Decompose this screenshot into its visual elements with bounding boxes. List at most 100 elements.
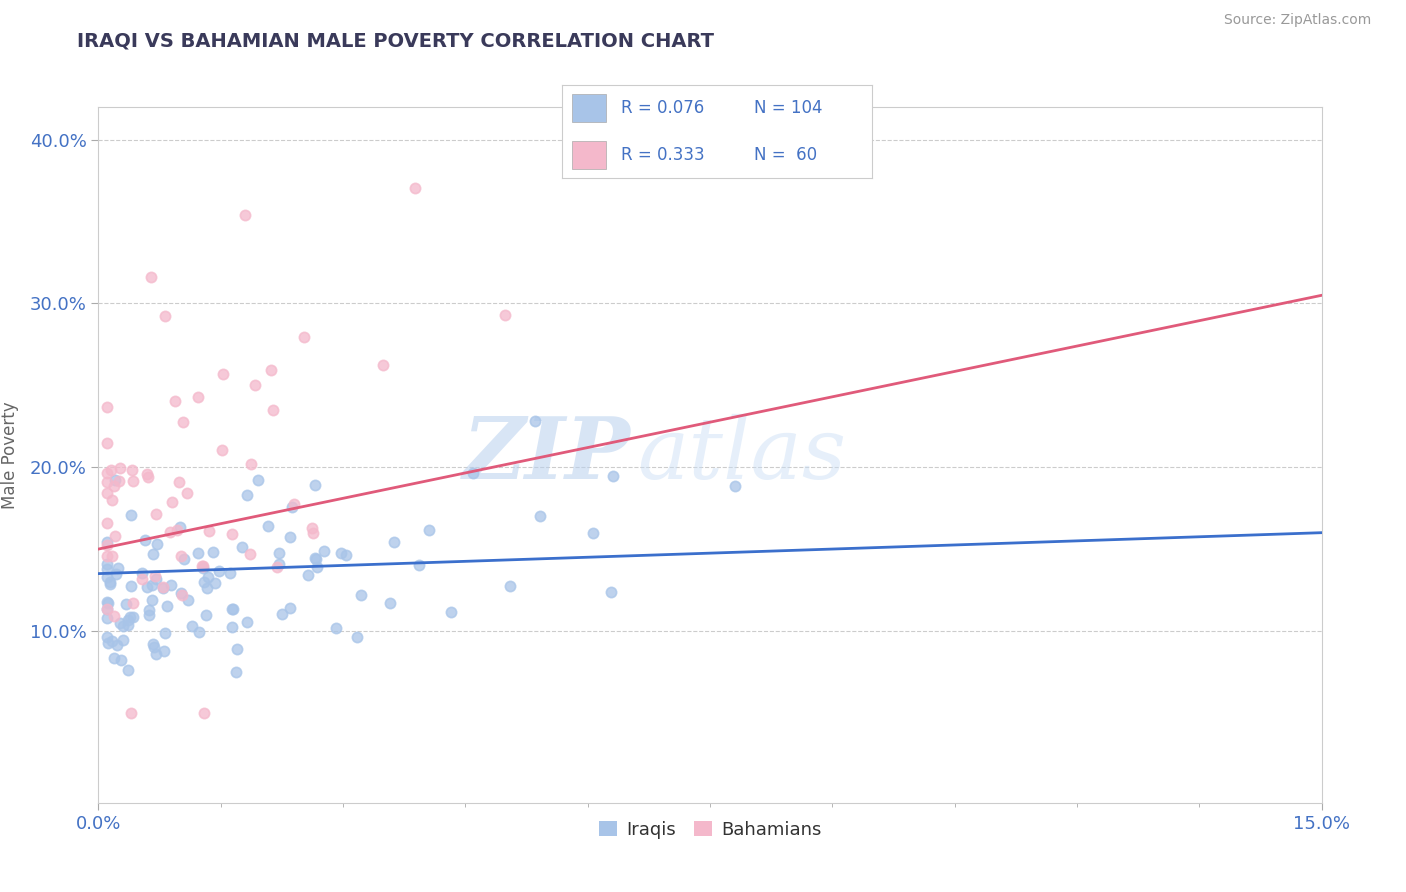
- Point: [350, 588, 373, 602]
- Point: [141, 578, 163, 592]
- Point: [108, 474, 131, 488]
- Point: [96, 485, 118, 500]
- Point: [131, 566, 153, 581]
- Point: [96, 611, 118, 625]
- Point: [461, 466, 484, 480]
- Point: [96, 549, 118, 563]
- Point: [195, 582, 218, 596]
- Point: [191, 559, 214, 574]
- Point: [121, 475, 143, 489]
- Point: [173, 551, 195, 566]
- Point: [191, 559, 214, 574]
- Bar: [572, 141, 606, 169]
- Point: [292, 330, 315, 344]
- Point: [243, 378, 266, 392]
- Point: [304, 551, 326, 566]
- Point: [135, 467, 157, 481]
- Point: [195, 608, 218, 623]
- Point: [108, 461, 131, 475]
- Point: [408, 558, 430, 572]
- Point: [152, 581, 174, 595]
- Point: [165, 393, 187, 408]
- Point: [152, 580, 174, 594]
- Point: [143, 569, 166, 583]
- Point: [167, 475, 190, 490]
- Text: ZIP: ZIP: [463, 413, 630, 497]
- Point: [172, 415, 194, 429]
- Point: [181, 619, 204, 633]
- Point: [105, 567, 128, 582]
- Point: [122, 609, 145, 624]
- Point: [96, 516, 118, 530]
- Point: [96, 557, 118, 571]
- Point: [96, 466, 118, 480]
- Point: [221, 620, 243, 634]
- Point: [169, 520, 191, 534]
- Point: [221, 601, 243, 615]
- Text: R = 0.333: R = 0.333: [621, 146, 704, 164]
- Point: [142, 547, 165, 561]
- Point: [283, 497, 305, 511]
- Point: [96, 436, 118, 450]
- Point: [187, 391, 209, 405]
- Point: [117, 614, 139, 628]
- Point: [103, 651, 125, 665]
- Point: [278, 600, 301, 615]
- Point: [117, 663, 139, 677]
- Point: [136, 469, 159, 483]
- Point: [105, 638, 128, 652]
- Point: [96, 602, 118, 616]
- Point: [97, 596, 120, 610]
- Point: [98, 577, 121, 591]
- Point: [131, 572, 153, 586]
- Point: [176, 485, 198, 500]
- Point: [267, 557, 290, 571]
- Point: [221, 526, 243, 541]
- Point: [307, 560, 329, 574]
- Point: [107, 561, 129, 575]
- Point: [103, 609, 125, 624]
- Point: [226, 641, 249, 656]
- Point: [162, 495, 184, 509]
- Point: [297, 568, 319, 582]
- Point: [103, 479, 125, 493]
- Point: [146, 537, 169, 551]
- Point: [225, 665, 247, 680]
- Point: [280, 500, 302, 514]
- Point: [96, 475, 118, 489]
- Point: [236, 615, 259, 629]
- Point: [404, 181, 426, 195]
- Point: [96, 630, 118, 644]
- Point: [193, 574, 215, 589]
- Point: [122, 596, 145, 610]
- Text: N = 104: N = 104: [754, 99, 823, 117]
- Point: [582, 525, 605, 540]
- Point: [239, 547, 262, 561]
- Text: R = 0.076: R = 0.076: [621, 99, 704, 117]
- Point: [117, 618, 139, 632]
- Point: [159, 525, 181, 540]
- Point: [256, 519, 278, 533]
- Point: [219, 566, 242, 581]
- Point: [96, 602, 118, 616]
- Point: [104, 529, 127, 543]
- Point: [529, 509, 551, 524]
- Point: [112, 633, 135, 648]
- Point: [335, 548, 357, 562]
- Point: [280, 530, 302, 544]
- Point: [142, 637, 165, 651]
- Point: [187, 625, 209, 640]
- Point: [101, 549, 124, 563]
- Point: [440, 605, 463, 619]
- Point: [380, 596, 402, 610]
- Point: [96, 570, 118, 584]
- Point: [141, 269, 163, 284]
- Point: [600, 584, 623, 599]
- Point: [304, 478, 326, 492]
- Point: [141, 593, 163, 607]
- Point: [152, 644, 174, 658]
- Point: [138, 607, 160, 622]
- Point: [202, 545, 225, 559]
- Point: [239, 457, 262, 471]
- Point: [104, 473, 127, 487]
